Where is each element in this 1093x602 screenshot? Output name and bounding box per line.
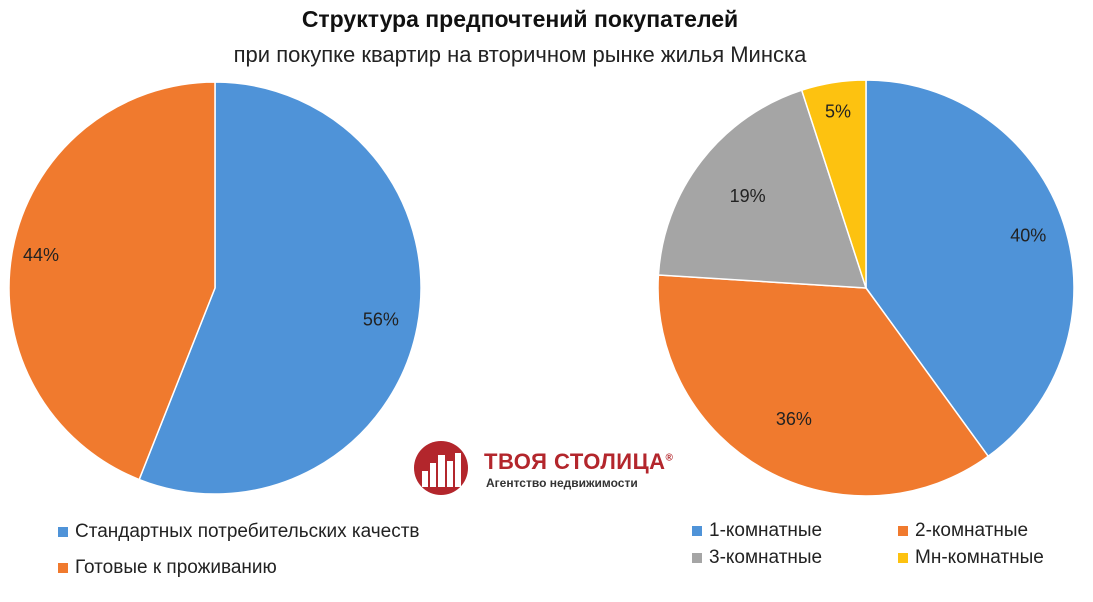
legend-item-standard: Стандартных потребительских качеств	[58, 521, 420, 543]
pie-chart-rooms: 40% 36% 19% 5%	[657, 79, 1075, 497]
legend-swatch	[898, 553, 908, 563]
pie-chart-quality: 56% 44%	[8, 81, 422, 495]
legend-label: 2-комнатные	[915, 520, 1029, 541]
pie-slice	[800, 79, 867, 289]
legend-swatch	[692, 526, 702, 536]
legend-label: Готовые к проживанию	[75, 557, 277, 578]
legend-label: Стандартных потребительских качеств	[75, 521, 420, 542]
legend-item-multiroom: Мн-комнатные	[898, 547, 1044, 569]
legend-label: Мн-комнатные	[915, 547, 1044, 568]
pie-slice	[865, 79, 1075, 458]
slice-label: 5%	[825, 101, 851, 121]
legend-item-3room: 3-комнатные	[692, 547, 822, 569]
slice-label: 36%	[776, 409, 812, 429]
chart-title: Структура предпочтений покупателей	[301, 6, 739, 32]
pie-slice	[138, 81, 422, 495]
slice-label: 56%	[363, 310, 399, 330]
legend-label: 1-комнатные	[709, 520, 823, 541]
logo-name: ТВОЯ СТОЛИЦА®	[484, 449, 674, 474]
legend-item-2room: 2-комнатные	[898, 520, 1028, 542]
legend-swatch	[692, 553, 702, 563]
pie-slice	[657, 274, 990, 497]
legend-swatch	[898, 526, 908, 536]
chart-subtitle: при покупке квартир на вторичном рынке ж…	[233, 42, 807, 67]
legend-item-ready: Готовые к проживанию	[58, 557, 277, 579]
slice-label: 40%	[1010, 225, 1046, 245]
legend-swatch	[58, 563, 68, 573]
legend-item-1room: 1-комнатные	[692, 520, 822, 542]
pie-slice	[8, 81, 216, 481]
slice-label: 44%	[23, 245, 59, 265]
logo-tagline: Агентство недвижимости	[486, 476, 638, 490]
agency-logo: ТВОЯ СТОЛИЦА® Агентство недвижимости	[414, 441, 684, 495]
building-logo-icon	[414, 441, 468, 495]
pie-slice	[657, 89, 868, 289]
legend-swatch	[58, 527, 68, 537]
slice-label: 19%	[730, 186, 766, 206]
legend-label: 3-комнатные	[709, 547, 823, 568]
